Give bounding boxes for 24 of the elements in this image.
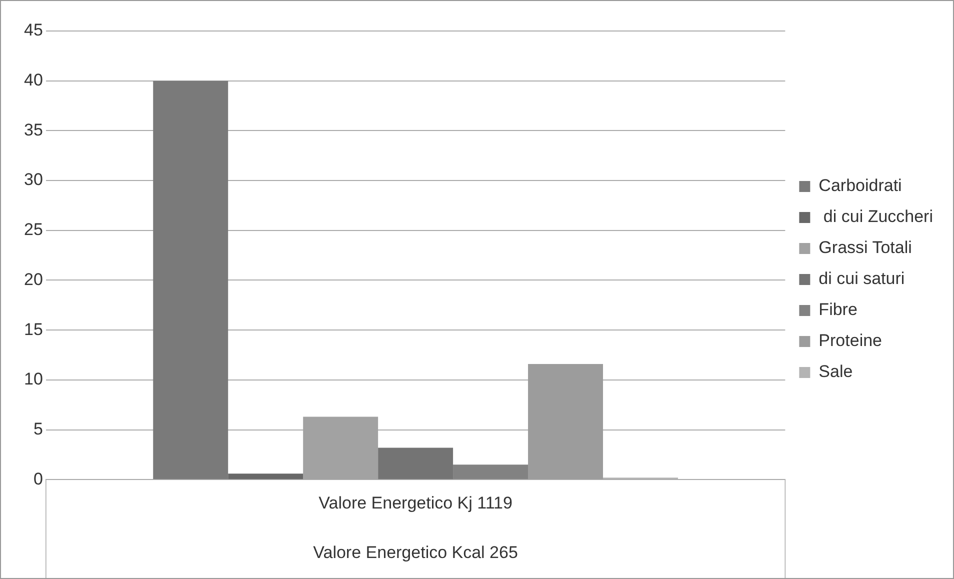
y-tick-label: 10 [24, 370, 43, 389]
bar [453, 464, 528, 480]
bar [153, 80, 228, 480]
text: Valore Energetico Kcal 265 [313, 543, 518, 562]
legend-label: Carboidrati [818, 176, 902, 196]
bar [228, 474, 304, 480]
bar [528, 364, 604, 480]
bar [378, 448, 454, 480]
y-tick-label: 30 [24, 170, 43, 190]
y-tick-label: 25 [24, 220, 43, 240]
y-tick-label: 45 [24, 20, 43, 40]
legend-label: Fibre [818, 300, 858, 320]
x-tick-label: Valore Energetico Kj 1119 [318, 493, 512, 512]
legend-label: di cui Zuccheri [818, 207, 934, 226]
y-tick-label: 0 [33, 469, 43, 488]
y-tick-label: 5 [33, 419, 43, 438]
legend-label: di cui saturi [818, 269, 905, 288]
y-tick-label: 20 [24, 270, 43, 289]
legend-label: Grassi Totali [818, 238, 912, 258]
y-tick-label: 35 [24, 120, 43, 140]
legend-label: Proteine [818, 331, 882, 350]
y-tick-label: 40 [24, 70, 43, 90]
legend-label: Sale [818, 362, 853, 382]
y-tick-label: 15 [24, 320, 43, 339]
